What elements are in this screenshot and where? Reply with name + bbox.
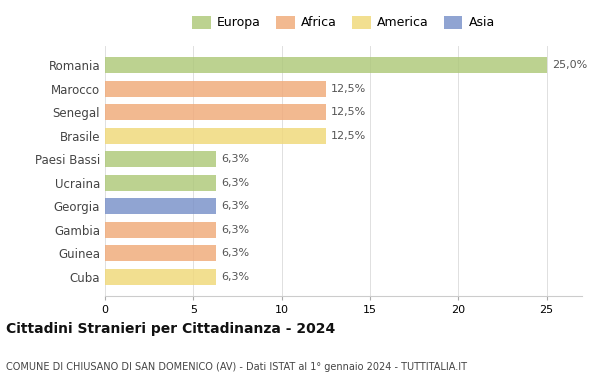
Bar [105,128,326,144]
Bar [105,104,326,120]
Bar [105,222,216,238]
Text: Cittadini Stranieri per Cittadinanza - 2024: Cittadini Stranieri per Cittadinanza - 2… [6,322,335,336]
Text: 6,3%: 6,3% [221,225,250,235]
Text: 12,5%: 12,5% [331,131,367,141]
Text: 12,5%: 12,5% [331,107,367,117]
Text: 25,0%: 25,0% [552,60,587,70]
Text: 6,3%: 6,3% [221,248,250,258]
Text: COMUNE DI CHIUSANO DI SAN DOMENICO (AV) - Dati ISTAT al 1° gennaio 2024 - TUTTIT: COMUNE DI CHIUSANO DI SAN DOMENICO (AV) … [6,363,467,372]
Text: 6,3%: 6,3% [221,272,250,282]
Text: 6,3%: 6,3% [221,201,250,211]
Text: 12,5%: 12,5% [331,84,367,94]
Bar [105,151,216,168]
Bar [105,269,216,285]
Bar [105,245,216,261]
Text: 6,3%: 6,3% [221,154,250,164]
Bar [105,81,326,97]
Legend: Europa, Africa, America, Asia: Europa, Africa, America, Asia [187,11,500,34]
Bar [105,174,216,191]
Bar [105,57,547,73]
Bar [105,198,216,214]
Text: 6,3%: 6,3% [221,178,250,188]
